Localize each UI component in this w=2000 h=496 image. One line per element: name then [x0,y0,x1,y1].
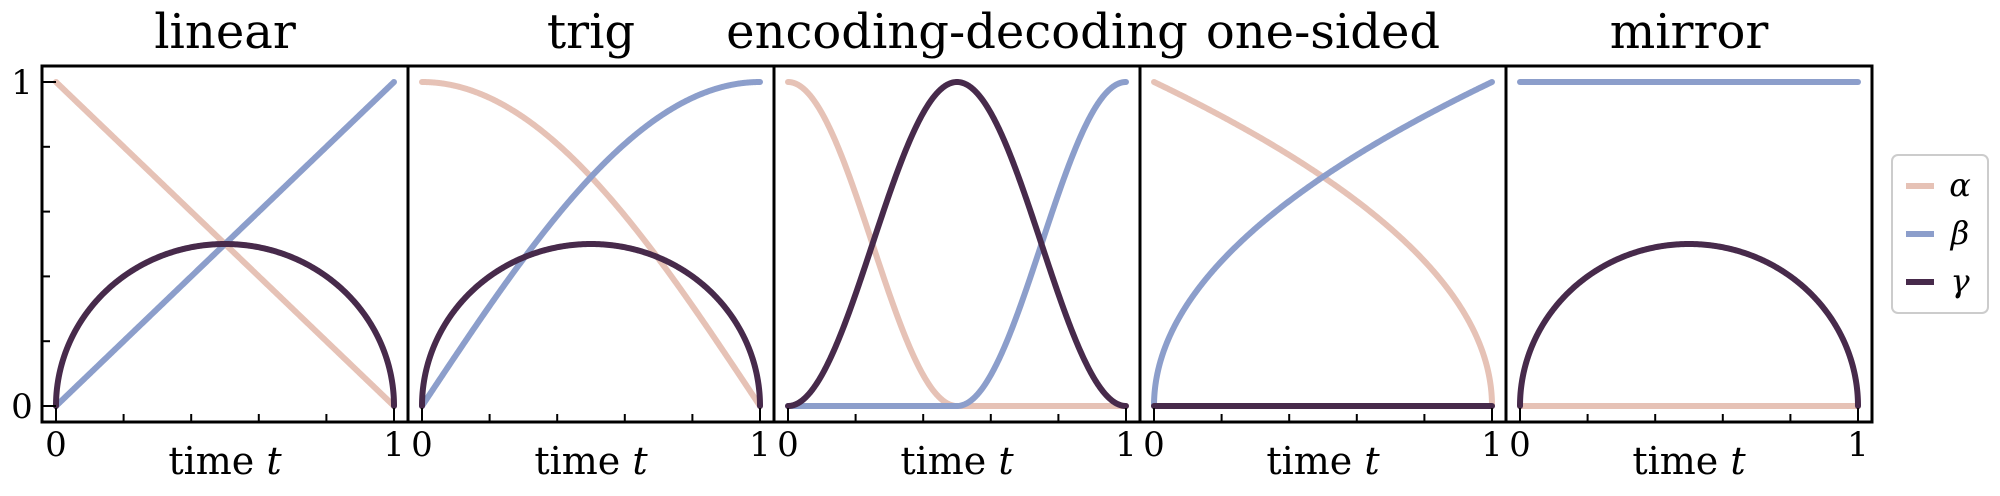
series-line-gamma [53,241,397,409]
series-line-alpha [1151,79,1495,409]
x-tick-label: 1 [1115,425,1137,465]
panel-frame [772,64,1142,424]
series-lines [419,79,763,409]
x-tick-label: 0 [1143,425,1165,465]
panel-title: trig [547,4,635,60]
x-axis-label-var: t [266,439,282,483]
x-tick-label: 0 [45,425,67,465]
series-line-beta [419,79,763,409]
panel-title: linear [154,4,296,60]
panel-frame [1504,64,1874,424]
panel-trig: trig 0 1 time t [406,4,776,483]
x-axis-label-var: t [1730,439,1746,483]
series-line-gamma [1517,241,1861,409]
x-axis-label: time t [900,439,1014,483]
x-tick-label: 1 [1481,425,1503,465]
x-ticks [787,408,1127,422]
x-ticks [1519,408,1859,422]
x-axis-label-text: time [1632,439,1730,483]
series-line-alpha [785,79,1129,409]
legend-item-alpha: α [1906,166,1971,204]
series-line-gamma [419,241,763,409]
x-tick-label: 1 [383,425,405,465]
legend-label: β [1950,214,1970,252]
panel-mirror: mirror 0 1 time t [1504,4,1874,483]
panel-one-sided: one-sided 0 1 time t [1138,4,1508,483]
y-tick-label: 1 [11,63,33,103]
panel-linear: linear 0 1 time t 0 1 [11,4,410,483]
panel-title: one-sided [1206,4,1440,60]
series-line-beta [1151,79,1495,409]
x-axis-label-var: t [632,439,648,483]
panel-title: encoding-decoding [726,4,1188,60]
x-axis-label-text: time [900,439,998,483]
x-axis-label-text: time [1266,439,1364,483]
x-tick-label: 0 [777,425,799,465]
series-line-gamma [785,79,1129,409]
x-ticks [421,408,761,422]
series-lines [785,79,1129,409]
legend-item-beta: β [1906,214,1969,252]
x-axis-label-text: time [534,439,632,483]
legend-box [1891,154,1989,314]
x-ticks [55,408,395,422]
x-tick-label: 0 [1509,425,1531,465]
x-axis-label: time t [1266,439,1380,483]
x-axis-label-var: t [1364,439,1380,483]
legend-label: α [1949,166,1971,204]
series-lines [1151,79,1495,409]
series-lines [53,79,397,409]
y-ticks [42,81,56,407]
y-tick-label: 0 [11,387,33,427]
panel-frame [1138,64,1508,424]
x-axis-label-var: t [998,439,1014,483]
x-tick-label: 0 [411,425,433,465]
panel-title: mirror [1610,4,1769,60]
series-line-beta [785,79,1129,409]
legend-item-gamma: γ [1906,262,1970,300]
x-axis-label: time t [534,439,648,483]
x-axis-label-text: time [168,439,266,483]
legend: αβγ [1891,154,1989,314]
series-lines [1517,79,1861,409]
x-tick-label: 1 [1847,425,1869,465]
x-ticks [1153,408,1493,422]
x-axis-label: time t [1632,439,1746,483]
x-tick-label: 1 [749,425,771,465]
x-axis-label: time t [168,439,282,483]
legend-label: γ [1950,262,1970,300]
